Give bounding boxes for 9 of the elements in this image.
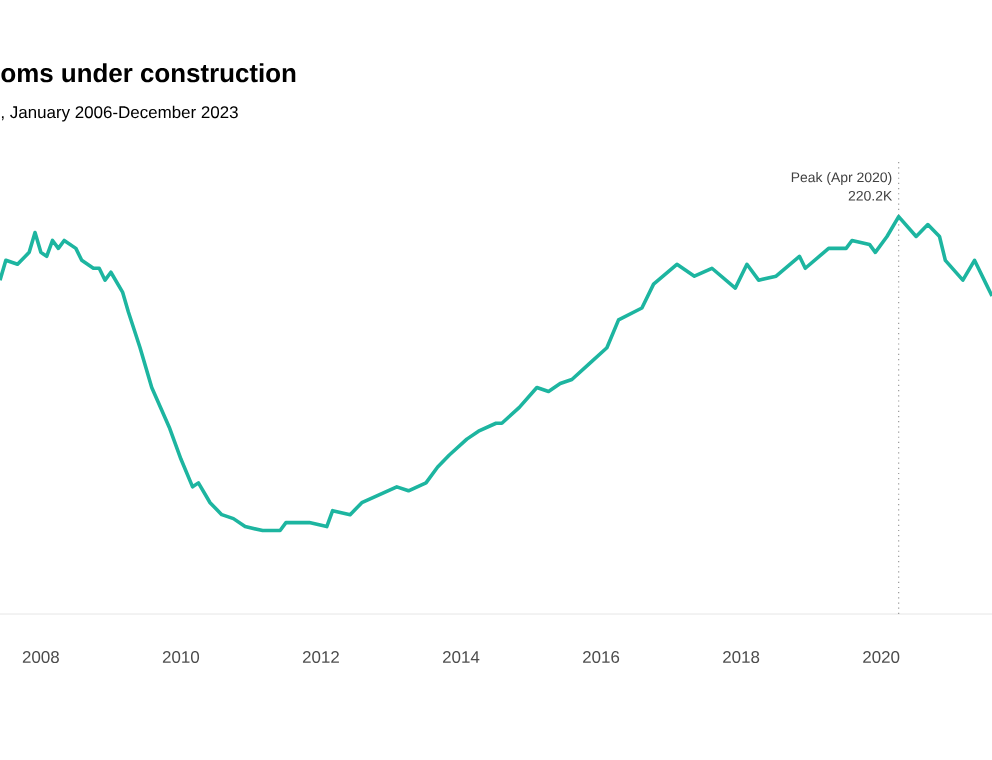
chart-title: oms under construction bbox=[1, 63, 296, 83]
x-tick-label: 2020 bbox=[863, 651, 900, 664]
x-tick-label: 2008 bbox=[22, 651, 59, 664]
x-tick-label: 2018 bbox=[723, 651, 760, 664]
x-tick-label: 2016 bbox=[583, 651, 620, 664]
x-tick-label: 2012 bbox=[302, 651, 339, 664]
x-tick-label: 2014 bbox=[443, 651, 480, 664]
x-tick-label: 2010 bbox=[162, 651, 200, 664]
chart-subtitle: , January 2006-December 2023 bbox=[1, 105, 238, 122]
